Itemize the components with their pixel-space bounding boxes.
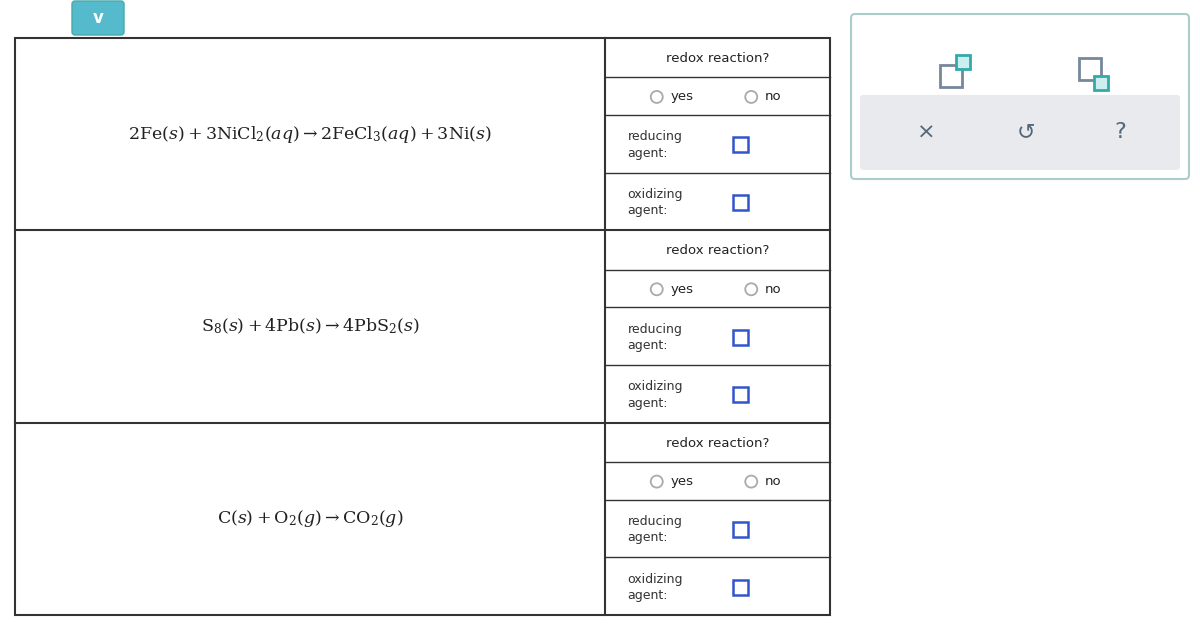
Text: yes: yes — [671, 283, 694, 296]
Text: v: v — [92, 9, 103, 27]
Text: reducing
agent:: reducing agent: — [628, 323, 683, 352]
Bar — [732, 387, 748, 403]
Bar — [732, 522, 748, 537]
Bar — [1080, 58, 1102, 81]
FancyBboxPatch shape — [851, 14, 1189, 179]
Text: ?: ? — [1115, 123, 1127, 142]
Text: redox reaction?: redox reaction? — [666, 437, 769, 450]
Bar — [14, 38, 830, 615]
Text: $\mathrm{C}(s) + \mathrm{O}_{2}(g) \rightarrow \mathrm{CO}_{2}(g)$: $\mathrm{C}(s) + \mathrm{O}_{2}(g) \righ… — [217, 509, 403, 530]
Bar — [1094, 76, 1109, 90]
Text: reducing
agent:: reducing agent: — [628, 130, 683, 159]
Text: yes: yes — [671, 90, 694, 104]
Text: reducing
agent:: reducing agent: — [628, 515, 683, 544]
Text: no: no — [766, 475, 782, 488]
Text: $\mathrm{S}_{8}(s) + \mathrm{4Pb}(s) \rightarrow \mathrm{4PbS}_{2}(s)$: $\mathrm{S}_{8}(s) + \mathrm{4Pb}(s) \ri… — [200, 317, 419, 336]
Text: redox reaction?: redox reaction? — [666, 52, 769, 65]
Text: no: no — [766, 283, 782, 296]
FancyBboxPatch shape — [72, 1, 124, 35]
Text: $\mathrm{2Fe}(s) + \mathrm{3NiCl}_{2}(aq) \rightarrow \mathrm{2FeCl}_{3}(aq) + \: $\mathrm{2Fe}(s) + \mathrm{3NiCl}_{2}(aq… — [128, 124, 492, 145]
Text: oxidizing
agent:: oxidizing agent: — [628, 380, 683, 410]
Bar — [732, 330, 748, 345]
Bar — [732, 137, 748, 152]
Text: ×: × — [917, 123, 935, 142]
Text: ↺: ↺ — [1016, 123, 1036, 142]
Text: oxidizing
agent:: oxidizing agent: — [628, 573, 683, 602]
Text: yes: yes — [671, 475, 694, 488]
Bar — [732, 195, 748, 210]
Bar — [732, 580, 748, 595]
Bar — [940, 65, 961, 87]
Text: no: no — [766, 90, 782, 104]
Bar — [956, 55, 970, 69]
FancyBboxPatch shape — [860, 95, 1180, 170]
Text: redox reaction?: redox reaction? — [666, 244, 769, 257]
Text: oxidizing
agent:: oxidizing agent: — [628, 188, 683, 217]
